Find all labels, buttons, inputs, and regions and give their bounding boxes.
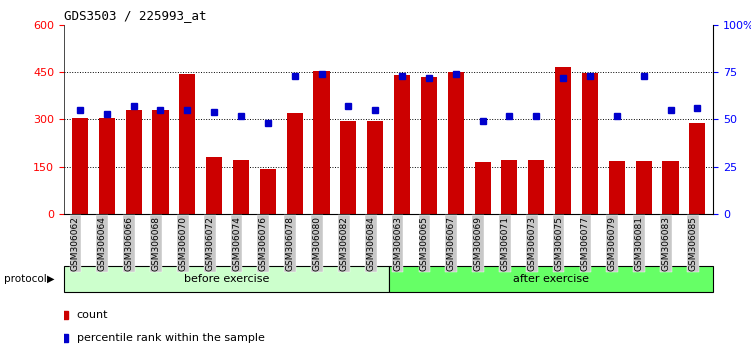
Text: GSM306064: GSM306064 — [98, 216, 107, 271]
Bar — [528, 160, 544, 214]
Text: GSM306084: GSM306084 — [366, 216, 376, 271]
Bar — [609, 161, 625, 214]
Text: GSM306062: GSM306062 — [71, 216, 80, 271]
Text: before exercise: before exercise — [183, 274, 269, 284]
Bar — [233, 160, 249, 214]
Bar — [662, 160, 679, 214]
Bar — [287, 113, 303, 214]
Bar — [689, 123, 705, 214]
Text: GSM306078: GSM306078 — [285, 216, 294, 271]
Text: GSM306068: GSM306068 — [152, 216, 161, 271]
Text: GSM306067: GSM306067 — [447, 216, 456, 271]
Text: GSM306063: GSM306063 — [393, 216, 402, 271]
Text: GDS3503 / 225993_at: GDS3503 / 225993_at — [64, 9, 207, 22]
Bar — [582, 73, 598, 214]
Text: GSM306073: GSM306073 — [527, 216, 536, 271]
Bar — [367, 121, 383, 214]
Text: GSM306081: GSM306081 — [635, 216, 644, 271]
Bar — [313, 70, 330, 214]
Text: GSM306079: GSM306079 — [608, 216, 617, 271]
Text: GSM306080: GSM306080 — [312, 216, 321, 271]
Bar — [448, 72, 464, 214]
Text: GSM306070: GSM306070 — [178, 216, 187, 271]
Bar — [394, 75, 410, 214]
Bar — [475, 162, 490, 214]
Bar — [206, 157, 222, 214]
Text: GSM306083: GSM306083 — [662, 216, 671, 271]
Text: GSM306072: GSM306072 — [205, 216, 214, 271]
Text: count: count — [77, 310, 108, 320]
Text: GSM306082: GSM306082 — [339, 216, 348, 271]
Text: GSM306066: GSM306066 — [125, 216, 134, 271]
Bar — [389, 266, 713, 292]
Text: GSM306075: GSM306075 — [554, 216, 563, 271]
Text: after exercise: after exercise — [513, 274, 589, 284]
Bar — [125, 110, 142, 214]
Bar — [502, 160, 517, 214]
Text: GSM306074: GSM306074 — [232, 216, 241, 271]
Text: GSM306076: GSM306076 — [259, 216, 268, 271]
Bar — [635, 161, 652, 214]
Bar — [98, 118, 115, 214]
Text: GSM306069: GSM306069 — [474, 216, 483, 271]
Text: GSM306085: GSM306085 — [689, 216, 698, 271]
Bar — [179, 74, 195, 214]
Bar — [152, 110, 168, 214]
Text: GSM306077: GSM306077 — [581, 216, 590, 271]
Bar — [64, 266, 389, 292]
Bar — [421, 77, 437, 214]
Text: GSM306065: GSM306065 — [420, 216, 429, 271]
Text: ▶: ▶ — [47, 274, 54, 284]
Bar — [260, 169, 276, 214]
Text: percentile rank within the sample: percentile rank within the sample — [77, 333, 264, 343]
Bar — [72, 118, 88, 214]
Bar — [340, 121, 357, 214]
Text: GSM306071: GSM306071 — [500, 216, 509, 271]
Bar — [555, 67, 572, 214]
Text: protocol: protocol — [4, 274, 47, 284]
